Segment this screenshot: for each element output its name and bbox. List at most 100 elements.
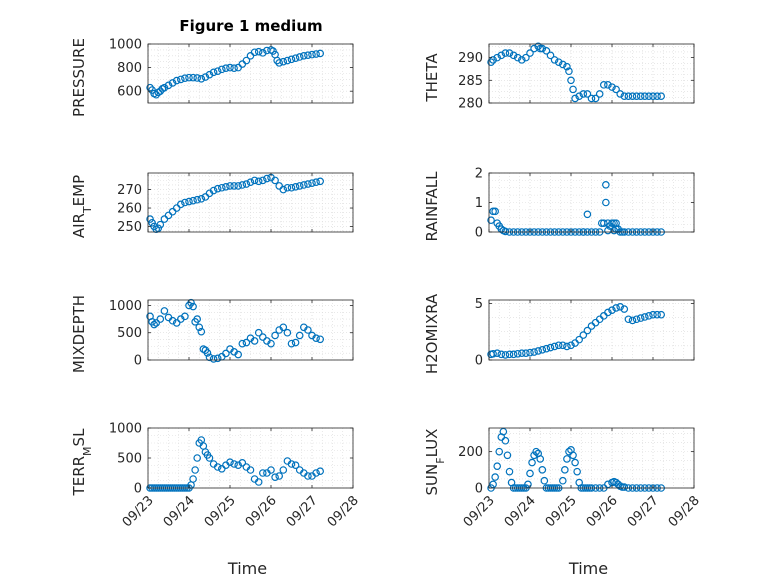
data-point [258,333,267,341]
y-axis-label: MIXDEPTH [70,295,88,373]
data-point [505,49,514,57]
data-point [291,183,300,191]
data-point [628,92,637,100]
data-point [501,49,510,57]
data-point [579,331,588,339]
axes-box [488,299,695,361]
y-tick-label: 0 [134,354,142,369]
data-point [569,85,577,94]
data-point [645,312,653,320]
data-point [542,47,551,55]
chart-panel-2: 280 285 290 THETA [423,42,695,112]
data-point [489,480,497,489]
data-point [491,473,499,481]
data-point [599,81,608,89]
data-point [532,447,540,456]
data-point [203,349,212,357]
data-point [495,447,504,456]
data-point [657,92,666,100]
data-point [291,461,300,470]
y-axis-label: PRESSURE [70,38,88,117]
data-point [209,186,218,195]
data-point [536,455,545,463]
data-point [193,74,202,82]
y-tick-label: 500 [117,326,142,341]
data-point [563,455,571,463]
data-point [230,460,238,468]
data-point [503,451,512,460]
data-point [177,200,185,209]
data-point [538,44,547,53]
data-point [558,60,567,69]
data-point [567,341,575,350]
data-point [524,480,532,489]
data-point [493,349,502,358]
y-axis-label: SUNFLUX [423,429,447,496]
data-point [308,50,316,59]
data-point [591,94,600,103]
data-point [522,53,530,62]
data-point [538,466,547,474]
data-point [279,323,288,332]
data-point [205,70,214,79]
data-point [632,315,641,324]
data-point [222,349,230,358]
data-point [193,454,202,462]
data-point [517,349,526,358]
data-point [154,224,163,233]
data-point [156,315,165,323]
data-point [312,50,320,58]
data-point [546,343,555,352]
data-point [254,177,263,186]
data-point [226,63,234,72]
data-point [197,75,206,83]
data-point [250,176,259,185]
data-point [287,55,296,64]
data-point [304,472,312,480]
data-point [571,94,579,103]
data-point [616,302,625,311]
data-point [271,331,279,340]
data-point [571,458,579,467]
data-point [530,348,538,356]
data-point [501,436,510,445]
data-point [287,183,296,192]
data-point [612,304,620,312]
data-point [308,179,316,187]
data-point [222,64,230,72]
data-point [610,226,618,235]
data-point [181,312,189,321]
data-point [168,79,177,87]
data-point [197,195,206,203]
data-point [312,334,320,342]
chart-panel-1: 600 800 1000 PRESSURE [70,38,354,117]
data-point [304,180,312,188]
data-point [505,467,514,476]
y-axis-label: THETA [423,53,441,103]
y-tick-label: 270 [117,183,142,198]
data-point [558,341,567,350]
chart-panel-3: 250 260 270 AIRTEMP [70,172,354,238]
data-point [242,180,251,188]
data-point [595,90,604,98]
data-point [489,56,497,64]
data-point [213,67,222,75]
data-point [195,323,204,332]
data-point [238,458,247,467]
data-point [505,350,514,359]
data-point [291,338,300,347]
data-point [526,469,534,478]
data-point [287,460,296,468]
data-point [152,319,161,327]
data-point [189,302,197,311]
data-point [250,48,259,57]
data-point [497,51,506,60]
data-point [254,478,263,486]
data-point [304,51,312,60]
data-point [487,58,495,66]
data-point [238,339,247,348]
data-point [534,347,543,355]
data-point [563,342,571,351]
data-point [234,182,243,190]
